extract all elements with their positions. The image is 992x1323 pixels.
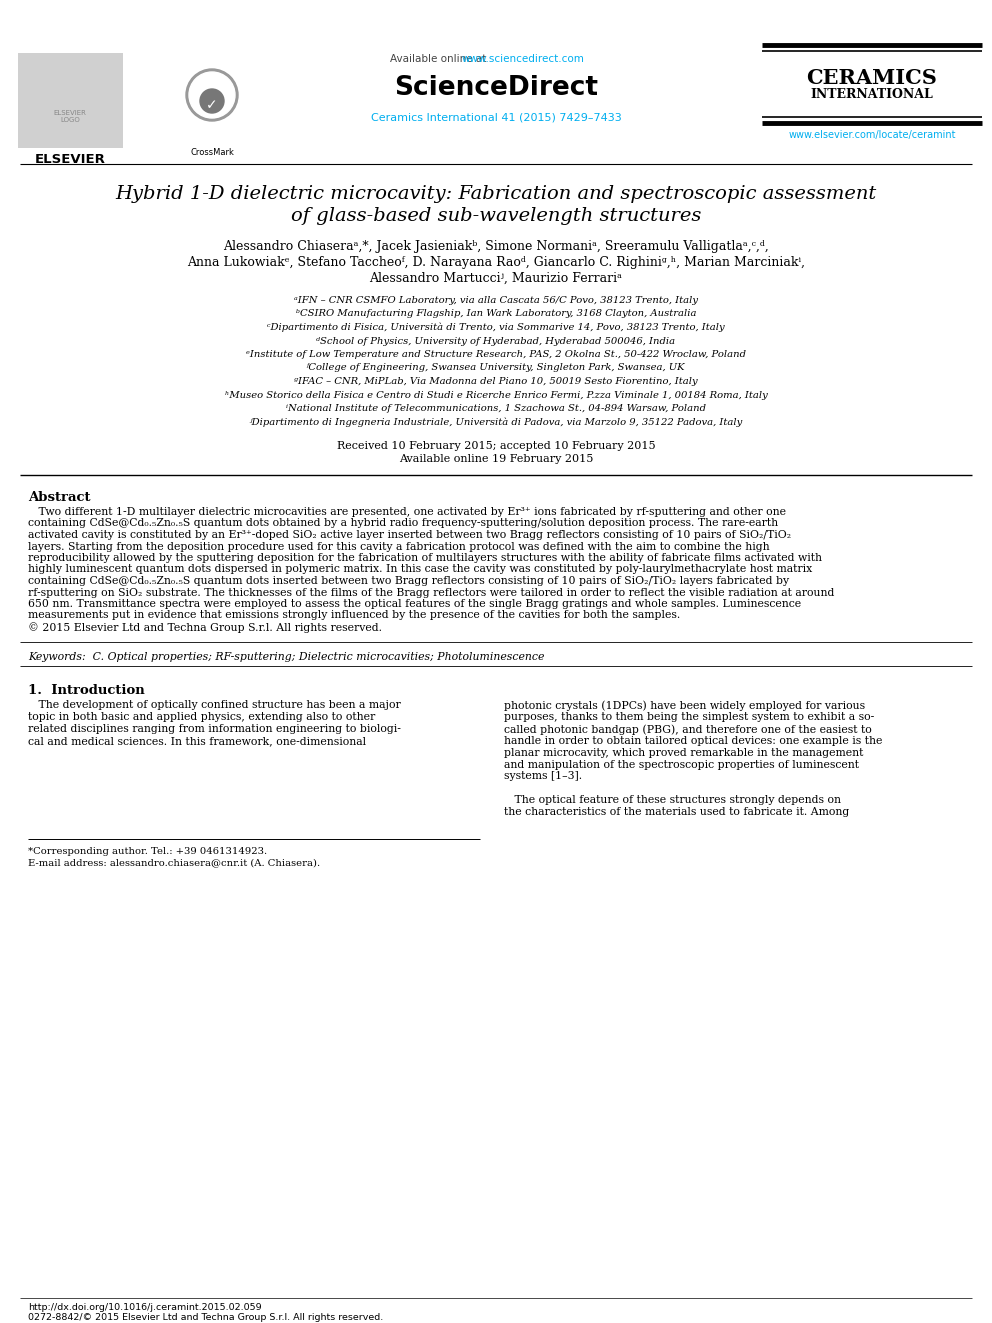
Text: Alessandro Martucciʲ, Maurizio Ferrariᵃ: Alessandro Martucciʲ, Maurizio Ferrariᵃ: [369, 273, 623, 284]
Text: planar microcavity, which proved remarkable in the management: planar microcavity, which proved remarka…: [504, 747, 863, 758]
Circle shape: [189, 71, 235, 118]
Text: handle in order to obtain tailored optical devices: one example is the: handle in order to obtain tailored optic…: [504, 736, 882, 746]
Text: 650 nm. Transmittance spectra were employed to assess the optical features of th: 650 nm. Transmittance spectra were emplo…: [28, 599, 802, 609]
Text: The optical feature of these structures strongly depends on: The optical feature of these structures …: [504, 795, 841, 804]
Text: ᶠCollege of Engineering, Swansea University, Singleton Park, Swansea, UK: ᶠCollege of Engineering, Swansea Univers…: [307, 364, 685, 373]
FancyBboxPatch shape: [18, 53, 123, 148]
Text: called photonic bandgap (PBG), and therefore one of the easiest to: called photonic bandgap (PBG), and there…: [504, 724, 872, 734]
Text: 0272-8842/© 2015 Elsevier Ltd and Techna Group S.r.l. All rights reserved.: 0272-8842/© 2015 Elsevier Ltd and Techna…: [28, 1312, 383, 1322]
Text: www.elsevier.com/locate/ceramint: www.elsevier.com/locate/ceramint: [789, 130, 955, 140]
Circle shape: [186, 69, 238, 120]
Text: ELSEVIER: ELSEVIER: [35, 153, 105, 165]
Text: highly luminescent quantum dots dispersed in polymeric matrix. In this case the : highly luminescent quantum dots disperse…: [28, 565, 812, 574]
Text: The development of optically confined structure has been a major: The development of optically confined st…: [28, 700, 401, 710]
Text: Hybrid 1-D dielectric microcavity: Fabrication and spectroscopic assessment: Hybrid 1-D dielectric microcavity: Fabri…: [115, 185, 877, 202]
Text: Alessandro Chiaseraᵃ,*, Jacek Jasieniakᵇ, Simone Normaniᵃ, Sreeramulu Valligatla: Alessandro Chiaseraᵃ,*, Jacek Jasieniakᵇ…: [223, 239, 769, 253]
Text: ⁱNational Institute of Telecommunications, 1 Szachowa St., 04-894 Warsaw, Poland: ⁱNational Institute of Telecommunication…: [286, 404, 706, 413]
Text: http://dx.doi.org/10.1016/j.ceramint.2015.02.059: http://dx.doi.org/10.1016/j.ceramint.201…: [28, 1303, 262, 1312]
Text: Abstract: Abstract: [28, 491, 90, 504]
Text: purposes, thanks to them being the simplest system to exhibit a so-: purposes, thanks to them being the simpl…: [504, 712, 874, 722]
Text: ✓: ✓: [206, 98, 218, 112]
Text: photonic crystals (1DPCs) have been widely employed for various: photonic crystals (1DPCs) have been wide…: [504, 700, 865, 710]
Text: rf-sputtering on SiO₂ substrate. The thicknesses of the films of the Bragg refle: rf-sputtering on SiO₂ substrate. The thi…: [28, 587, 834, 598]
Text: Received 10 February 2015; accepted 10 February 2015: Received 10 February 2015; accepted 10 F…: [336, 441, 656, 451]
Text: containing CdSe@Cd₀.₅Zn₀.₅S quantum dots obtained by a hybrid radio frequency-sp: containing CdSe@Cd₀.₅Zn₀.₅S quantum dots…: [28, 519, 778, 528]
Text: Keywords:  C. Optical properties; RF-sputtering; Dielectric microcavities; Photo: Keywords: C. Optical properties; RF-sput…: [28, 651, 545, 662]
Circle shape: [200, 89, 224, 112]
Text: INTERNATIONAL: INTERNATIONAL: [810, 89, 933, 101]
Text: Available online at: Available online at: [390, 54, 490, 64]
Text: CERAMICS: CERAMICS: [806, 67, 937, 89]
Text: E-mail address: alessandro.chiasera@cnr.it (A. Chiasera).: E-mail address: alessandro.chiasera@cnr.…: [28, 859, 320, 868]
Text: activated cavity is constituted by an Er³⁺-doped SiO₂ active layer inserted betw: activated cavity is constituted by an Er…: [28, 531, 792, 540]
Text: ᵈSchool of Physics, University of Hyderabad, Hyderabad 500046, India: ᵈSchool of Physics, University of Hydera…: [316, 336, 676, 345]
Text: ᶜDipartimento di Fisica, Università di Trento, via Sommarive 14, Povo, 38123 Tre: ᶜDipartimento di Fisica, Università di T…: [267, 323, 725, 332]
Text: Available online 19 February 2015: Available online 19 February 2015: [399, 454, 593, 464]
Text: and manipulation of the spectroscopic properties of luminescent: and manipulation of the spectroscopic pr…: [504, 759, 859, 770]
Text: © 2015 Elsevier Ltd and Techna Group S.r.l. All rights reserved.: © 2015 Elsevier Ltd and Techna Group S.r…: [28, 622, 382, 632]
Text: topic in both basic and applied physics, extending also to other: topic in both basic and applied physics,…: [28, 712, 375, 722]
Text: Two different 1-D multilayer dielectric microcavities are presented, one activat: Two different 1-D multilayer dielectric …: [28, 507, 786, 517]
Text: CrossMark: CrossMark: [190, 148, 234, 157]
Text: ᵍIFAC – CNR, MiPLab, Via Madonna del Piano 10, 50019 Sesto Fiorentino, Italy: ᵍIFAC – CNR, MiPLab, Via Madonna del Pia…: [295, 377, 697, 386]
Text: cal and medical sciences. In this framework, one-dimensional: cal and medical sciences. In this framew…: [28, 736, 366, 746]
Text: layers. Starting from the deposition procedure used for this cavity a fabricatio: layers. Starting from the deposition pro…: [28, 541, 770, 552]
Text: ʰMuseo Storico della Fisica e Centro di Studi e Ricerche Enrico Fermi, P.zza Vim: ʰMuseo Storico della Fisica e Centro di …: [224, 390, 768, 400]
Text: ᵉInstitute of Low Temperature and Structure Research, PAS, 2 Okolna St., 50-422 : ᵉInstitute of Low Temperature and Struct…: [246, 351, 746, 359]
Text: related disciplines ranging from information engineering to biologi-: related disciplines ranging from informa…: [28, 724, 401, 734]
Text: 1.  Introduction: 1. Introduction: [28, 684, 145, 696]
Text: *Corresponding author. Tel.: +39 0461314923.: *Corresponding author. Tel.: +39 0461314…: [28, 848, 267, 856]
Text: Ceramics International 41 (2015) 7429–7433: Ceramics International 41 (2015) 7429–74…: [371, 112, 621, 122]
Text: containing CdSe@Cd₀.₅Zn₀.₅S quantum dots inserted between two Bragg reflectors c: containing CdSe@Cd₀.₅Zn₀.₅S quantum dots…: [28, 576, 789, 586]
Text: ᵃIFN – CNR CSMFO Laboratory, via alla Cascata 56/C Povo, 38123 Trento, Italy: ᵃIFN – CNR CSMFO Laboratory, via alla Ca…: [294, 296, 698, 306]
Text: ScienceDirect: ScienceDirect: [394, 75, 598, 101]
Text: Anna Lukowiakᵉ, Stefano Taccheoᶠ, D. Narayana Raoᵈ, Giancarlo C. Righiniᵍ,ʰ, Mar: Anna Lukowiakᵉ, Stefano Taccheoᶠ, D. Nar…: [187, 255, 805, 269]
Text: www.sciencedirect.com: www.sciencedirect.com: [462, 54, 585, 64]
Text: systems [1–3].: systems [1–3].: [504, 771, 582, 782]
Text: ELSEVIER
LOGO: ELSEVIER LOGO: [54, 110, 86, 123]
Text: ᵇCSIRO Manufacturing Flagship, Ian Wark Laboratory, 3168 Clayton, Australia: ᵇCSIRO Manufacturing Flagship, Ian Wark …: [296, 310, 696, 319]
Text: ʲDipartimento di Ingegneria Industriale, Università di Padova, via Marzolo 9, 35: ʲDipartimento di Ingegneria Industriale,…: [249, 418, 743, 427]
Text: measurements put in evidence that emissions strongly influenced by the presence : measurements put in evidence that emissi…: [28, 610, 681, 620]
Text: reproducibility allowed by the sputtering deposition for the fabrication of mult: reproducibility allowed by the sputterin…: [28, 553, 822, 564]
Text: of glass-based sub-wavelength structures: of glass-based sub-wavelength structures: [291, 206, 701, 225]
Text: the characteristics of the materials used to fabricate it. Among: the characteristics of the materials use…: [504, 807, 849, 816]
